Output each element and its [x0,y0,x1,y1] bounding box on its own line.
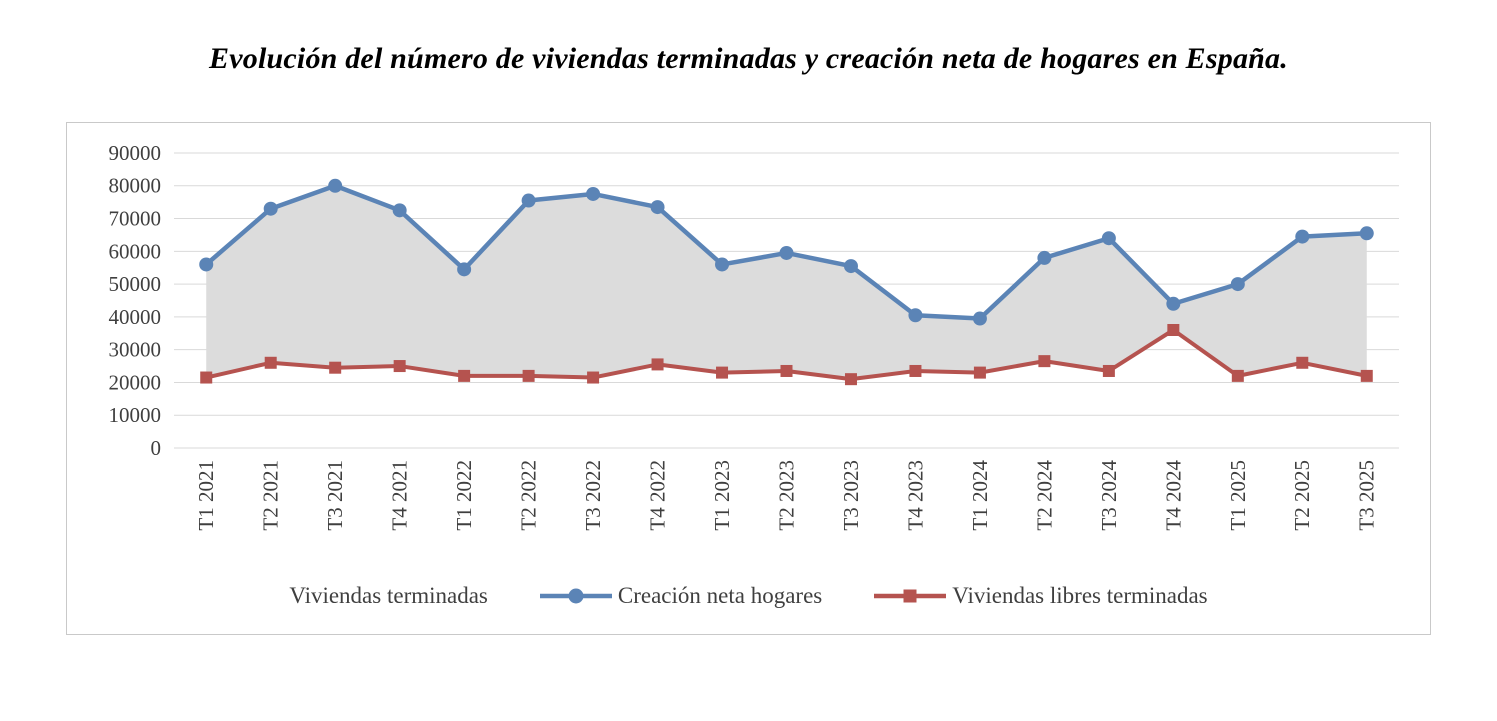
chart-legend: Viviendas terminadas Creación neta hogar… [67,583,1430,609]
marker-circle-icon [972,311,987,326]
marker-circle-icon [650,200,665,215]
marker-circle-icon [328,178,343,193]
marker-square-icon [522,369,535,382]
marker-square-icon [1231,369,1244,382]
marker-circle-icon [521,193,536,208]
x-axis-tick-label: T2 2023 [774,460,798,531]
x-axis-tick-label: T2 2025 [1290,460,1314,531]
marker-square-icon [1167,324,1180,336]
marker-square-icon [973,366,986,379]
marker-circle-icon [1101,231,1116,246]
x-axis-tick-label: T1 2022 [452,460,476,531]
legend-item-viviendas-terminadas: Viviendas terminadas [289,583,488,609]
marker-circle-icon [263,201,278,216]
y-axis-tick-label: 40000 [109,305,162,329]
x-axis-tick-label: T1 2025 [1226,460,1250,531]
y-axis-tick-label: 60000 [109,239,162,263]
area-viviendas-terminadas [206,185,1367,380]
marker-circle-icon [1359,226,1374,241]
chart-frame: 0 10000 20000 30000 40000 50000 60000 70000 8000… [66,122,1431,635]
x-axis-tick-label: T3 2024 [1097,460,1121,531]
marker-square-icon [264,356,277,369]
legend-item-viviendas-libres-terminadas: Viviendas libres terminadas [872,583,1208,609]
x-axis-tick-label: T2 2022 [517,460,541,531]
y-axis-tick-label: 80000 [109,174,162,198]
marker-circle-icon [1295,229,1310,244]
marker-circle-icon [779,245,794,260]
x-axis-tick-label: T1 2024 [968,460,992,531]
marker-circle-icon [843,259,858,274]
x-axis-tick-label: T4 2022 [645,460,669,531]
chart-title: Evolución del número de viviendas termin… [209,42,1288,75]
x-axis-tick-label: T4 2021 [388,460,412,531]
marker-circle-icon [908,308,923,323]
marker-square-icon [393,360,406,373]
marker-circle-icon [1037,250,1052,265]
page: Evolución del número de viviendas termin… [0,42,1497,635]
y-axis-tick-label: 20000 [109,370,162,394]
y-axis-tick-label: 0 [151,436,162,460]
marker-square-icon [716,366,729,379]
y-axis-tick-label: 90000 [109,141,162,165]
marker-square-icon [329,361,342,374]
marker-square-icon [1296,356,1309,369]
x-axis-tick-label: T4 2023 [903,460,927,531]
marker-circle-icon [1166,296,1181,311]
y-axis-tick-label: 30000 [109,338,162,362]
y-axis-tick-label: 70000 [109,206,162,230]
chart-plot-area: 0 10000 20000 30000 40000 50000 60000 70000 8000… [109,141,1399,531]
marker-square-icon [1038,355,1051,368]
marker-square-icon [651,358,664,371]
marker-square-icon [1360,369,1373,382]
x-axis-tick-label: T3 2023 [839,460,863,531]
marker-circle-icon [586,186,601,201]
marker-circle-icon [199,257,214,272]
legend-label-viviendas-terminadas: Viviendas terminadas [289,583,488,608]
x-axis-tick-label: T3 2022 [581,460,605,531]
legend-label-creacion-neta-hogares: Creación neta hogares [617,583,823,608]
marker-circle-icon [392,203,407,218]
y-axis-tick-label: 10000 [109,403,162,427]
marker-circle-icon [457,262,472,277]
x-axis-tick-label: T4 2024 [1161,460,1185,531]
marker-circle-icon [715,257,730,272]
x-axis-tick-label: T3 2025 [1355,460,1379,531]
marker-square-icon [844,373,857,386]
legend-item-creacion-neta-hogares: Creación neta hogares [538,583,822,609]
legend-swatch-line-circle-icon [538,587,614,605]
x-axis-tick-label: T1 2023 [710,460,734,531]
legend-label-viviendas-libres-terminadas: Viviendas libres terminadas [952,583,1208,608]
x-axis-tick-label: T2 2021 [259,460,283,531]
legend-swatch-line-square-icon [872,587,948,605]
marker-square-icon [200,371,213,384]
marker-square-icon [587,371,600,384]
x-axis-tick-label: T1 2021 [194,460,218,531]
marker-circle-icon [1230,277,1245,292]
x-axis-tick-label: T2 2024 [1032,460,1056,531]
marker-square-icon [909,364,922,377]
marker-square-icon [780,364,793,377]
x-axis-tick-label: T3 2021 [323,460,347,531]
marker-square-icon [1102,364,1115,377]
y-axis-tick-label: 50000 [109,272,162,296]
marker-square-icon [458,369,471,382]
